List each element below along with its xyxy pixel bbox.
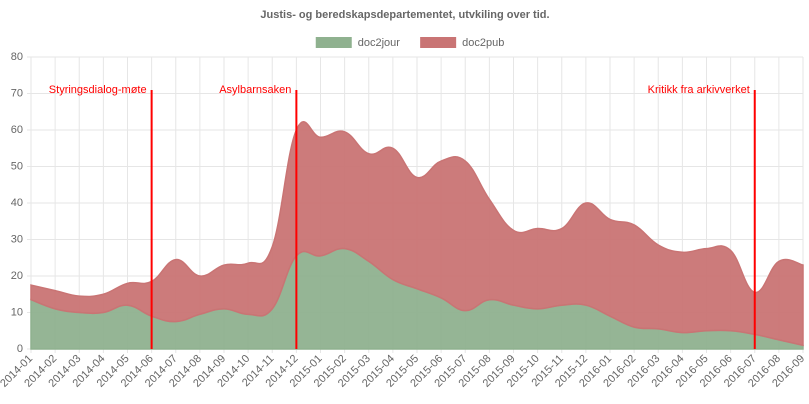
annotation-label: Asylbarnsaken [219, 84, 291, 96]
y-tick-label: 50 [11, 160, 23, 172]
y-tick-label: 30 [11, 233, 23, 245]
y-tick-label: 20 [11, 270, 23, 282]
legend-swatch [420, 37, 457, 48]
y-tick-label: 40 [11, 197, 23, 209]
legend: doc2jour doc2pub [315, 37, 504, 49]
legend-label: doc2jour [358, 37, 401, 49]
chart-title: Justis- og beredskapsdepartementet, utvk… [260, 9, 549, 21]
y-tick-label: 60 [11, 124, 23, 136]
y-tick-label: 80 [11, 51, 23, 63]
y-tick-label: 70 [11, 87, 23, 99]
legend-label: doc2pub [462, 37, 504, 49]
area [30, 121, 804, 347]
annotation-label: Kritikk fra arkivverket [648, 84, 750, 96]
y-tick-label: 0 [17, 343, 23, 355]
annotation-label: Styringsdialog-møte [49, 84, 147, 96]
legend-swatch [315, 37, 352, 48]
y-tick-label: 10 [11, 306, 23, 318]
